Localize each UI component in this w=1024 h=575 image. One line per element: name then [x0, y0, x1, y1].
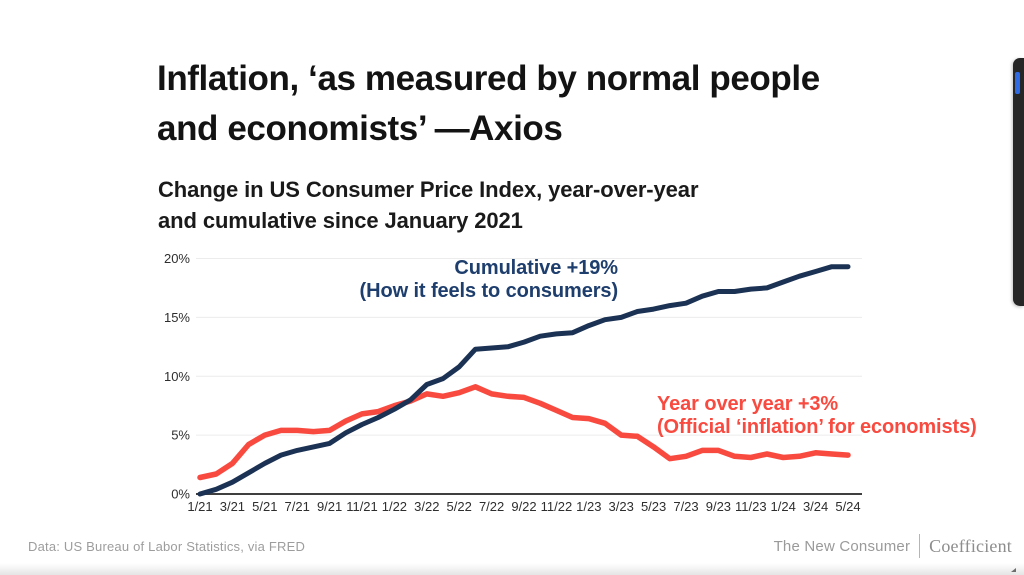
svg-text:5/24: 5/24 — [835, 499, 860, 514]
svg-text:5%: 5% — [171, 428, 190, 443]
svg-text:9/21: 9/21 — [317, 499, 342, 514]
svg-text:10%: 10% — [164, 369, 190, 384]
background-window-edge[interactable] — [1013, 58, 1024, 306]
brand-footer: The New Consumer Coefficient — [774, 534, 1012, 558]
brand-divider — [919, 534, 921, 558]
svg-text:5/22: 5/22 — [447, 499, 472, 514]
page-title: Inflation, ‘as measured by normal people… — [157, 54, 820, 154]
annotation-yoy-line-1: Year over year +3% — [657, 393, 839, 415]
svg-text:3/23: 3/23 — [609, 499, 634, 514]
svg-text:5/23: 5/23 — [641, 499, 666, 514]
svg-text:3/24: 3/24 — [803, 499, 828, 514]
svg-text:1/24: 1/24 — [771, 499, 796, 514]
annotation-cumulative-line-1: Cumulative +19% — [454, 257, 618, 279]
cpi-chart-svg: 0% 5% 10% 15% 20% 1/21 3/21 5/21 7/21 9/21 11/21 1/… — [164, 251, 862, 514]
data-source-note: Data: US Bureau of Labor Statistics, via… — [28, 539, 306, 554]
bottom-gradient — [0, 563, 1024, 575]
svg-text:15%: 15% — [164, 310, 190, 325]
svg-text:9/22: 9/22 — [511, 499, 536, 514]
svg-text:11/23: 11/23 — [735, 499, 767, 514]
resize-handle-speck — [1011, 568, 1016, 572]
svg-text:3/22: 3/22 — [414, 499, 439, 514]
svg-text:5/21: 5/21 — [252, 499, 277, 514]
brand-the-new-consumer: The New Consumer — [773, 537, 911, 555]
title-line-2: and economists’ —Axios — [157, 109, 563, 148]
svg-text:1/21: 1/21 — [187, 499, 212, 514]
svg-text:11/22: 11/22 — [541, 499, 573, 514]
chart-subtitle: Change in US Consumer Price Index, year-… — [158, 174, 699, 236]
title-line-1: Inflation, ‘as measured by normal people — [157, 59, 820, 98]
annotation-yoy: Year over year +3% (Official ‘inflation’… — [657, 393, 977, 439]
subtitle-line-1: Change in US Consumer Price Index, year-… — [158, 177, 699, 202]
svg-text:20%: 20% — [164, 251, 190, 266]
svg-text:7/23: 7/23 — [673, 499, 698, 514]
svg-text:3/21: 3/21 — [220, 499, 245, 514]
svg-text:1/22: 1/22 — [382, 499, 407, 514]
annotation-yoy-line-2: (Official ‘inflation’ for economists) — [657, 416, 977, 438]
annotation-cumulative-line-2: (How it feels to consumers) — [359, 280, 619, 302]
subtitle-line-2: and cumulative since January 2021 — [158, 208, 523, 233]
annotation-cumulative: Cumulative +19% (How it feels to consume… — [359, 257, 619, 303]
svg-text:11/21: 11/21 — [346, 499, 378, 514]
background-window-accent — [1015, 72, 1020, 94]
brand-coefficient: Coefficient — [929, 535, 1012, 556]
svg-text:1/23: 1/23 — [576, 499, 601, 514]
svg-text:0%: 0% — [171, 487, 190, 502]
svg-text:7/22: 7/22 — [479, 499, 504, 514]
svg-text:7/21: 7/21 — [285, 499, 310, 514]
svg-text:9/23: 9/23 — [706, 499, 731, 514]
cpi-line-chart: 0% 5% 10% 15% 20% 1/21 3/21 5/21 7/21 9/21 11/21 1/… — [150, 246, 890, 530]
